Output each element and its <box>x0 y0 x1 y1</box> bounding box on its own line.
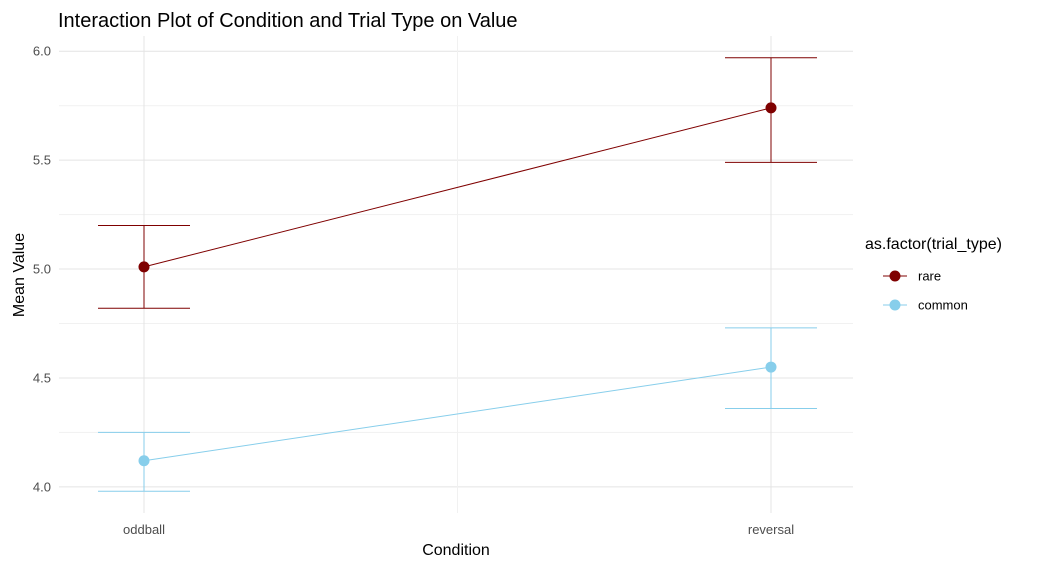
data-point-rare <box>138 261 150 273</box>
x-axis-tick-labels: oddball reversal <box>123 522 794 537</box>
y-tick-label: 4.5 <box>33 370 51 385</box>
x-tick-label: oddball <box>123 522 165 537</box>
data-point-rare <box>765 102 777 114</box>
series-rare <box>98 57 817 309</box>
legend-title: as.factor(trial_type) <box>865 236 1002 253</box>
legend-label: common <box>918 298 968 313</box>
y-axis-title: Mean Value <box>11 233 28 317</box>
x-axis-title: Condition <box>422 542 490 559</box>
chart-title: Interaction Plot of Condition and Trial … <box>58 10 518 32</box>
grid-lines <box>59 36 853 513</box>
legend-label: rare <box>918 269 941 284</box>
series-line-common <box>143 366 772 462</box>
series-line-rare <box>143 107 772 268</box>
x-tick-label: reversal <box>748 522 794 537</box>
y-tick-label: 5.0 <box>33 262 51 277</box>
y-axis-tick-labels: 4.0 4.5 5.0 5.5 6.0 <box>33 44 51 495</box>
data-point-common <box>765 361 777 373</box>
legend-item-rare: rare <box>883 269 941 284</box>
y-tick-label: 4.0 <box>33 479 51 494</box>
y-tick-label: 5.5 <box>33 153 51 168</box>
legend: as.factor(trial_type) rare common <box>865 236 1002 313</box>
legend-key-point <box>889 299 901 311</box>
series-common <box>98 327 817 492</box>
data-point-common <box>138 455 150 467</box>
series-layer <box>98 57 817 492</box>
y-tick-label: 6.0 <box>33 44 51 59</box>
legend-key-point <box>889 270 901 282</box>
legend-item-common: common <box>883 298 968 313</box>
